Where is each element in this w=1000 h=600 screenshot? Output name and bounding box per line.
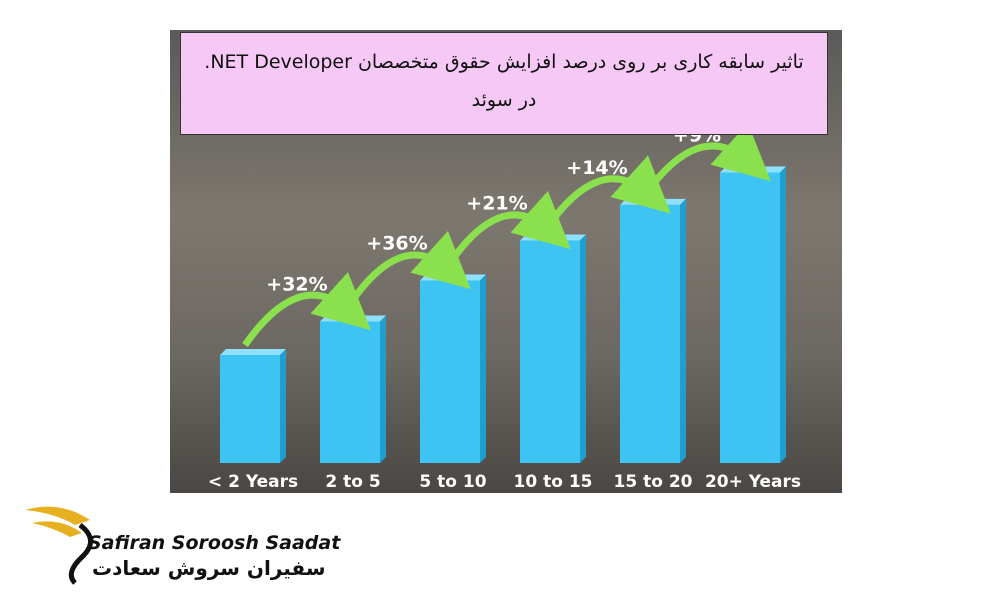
bar-top — [720, 166, 786, 173]
logo-name-fa: سفیران سروش سعادت — [92, 556, 326, 580]
x-tick-label: 10 to 15 — [514, 472, 593, 492]
chart-title: تاثیر سابقه کاری بر روی درصد افزایش حقوق… — [180, 32, 828, 135]
bar-side — [280, 349, 286, 463]
bar — [320, 321, 380, 463]
bar-side — [780, 166, 786, 464]
change-label: +14% — [566, 157, 627, 179]
change-arrow — [242, 271, 371, 348]
bar-top — [620, 198, 686, 205]
bar-top — [220, 349, 286, 355]
bar-top — [420, 274, 486, 281]
change-arrow — [342, 230, 471, 314]
x-tick-label: 5 to 10 — [419, 472, 486, 492]
change-arrow — [642, 122, 771, 197]
change-label: +21% — [466, 193, 527, 215]
logo-icon — [25, 506, 93, 585]
logo-name: Safiran Soroosh Saadat — [88, 532, 341, 554]
bar-top — [520, 234, 586, 241]
bar-side — [480, 274, 486, 463]
bar-top — [320, 315, 386, 322]
bar-side — [680, 198, 686, 463]
change-arrow — [442, 190, 571, 273]
bar — [720, 172, 780, 464]
bar — [420, 280, 480, 463]
x-tick-label: < 2 Years — [208, 472, 298, 492]
change-label: +32% — [266, 274, 327, 296]
bar — [620, 204, 680, 463]
change-arrow — [542, 155, 671, 233]
bar — [520, 240, 580, 463]
bar-side — [380, 315, 386, 463]
change-label: +36% — [366, 232, 427, 254]
x-tick-label: 15 to 20 — [614, 472, 693, 492]
x-tick-label: 2 to 5 — [325, 472, 380, 492]
bar-side — [580, 234, 586, 463]
bar — [220, 355, 280, 463]
x-tick-label: 20+ Years — [705, 472, 801, 492]
